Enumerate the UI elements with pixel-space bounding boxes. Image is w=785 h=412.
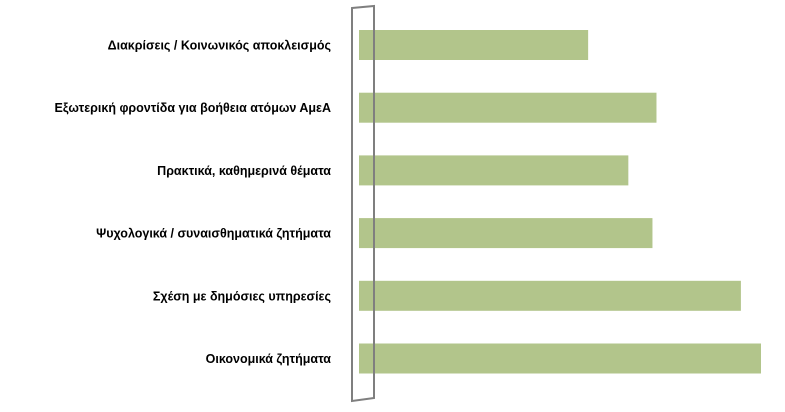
bar-2 [359, 92, 657, 123]
bar-4 [359, 218, 653, 249]
bar-6 [359, 343, 761, 374]
category-label-4: Ψυχολογικά / συναισθηματικά ζητήματα [96, 227, 331, 241]
category-label-5: Σχέση με δημόσιες υπηρεσίες [153, 289, 331, 303]
category-label-3: Πρακτικά, καθημερινά θέματα [157, 164, 331, 178]
bar-3 [359, 155, 629, 186]
category-label-2: Εξωτερική φροντίδα για βοήθεια ατόμων Αμ… [55, 101, 331, 115]
category-label-1: Διακρίσεις / Κοινωνικός αποκλεισμός [108, 39, 331, 53]
bar-1 [359, 30, 589, 60]
y-axis-wall [351, 4, 375, 403]
bar-5 [359, 280, 741, 311]
category-label-6: Οικονομικά ζητήματα [206, 352, 332, 366]
